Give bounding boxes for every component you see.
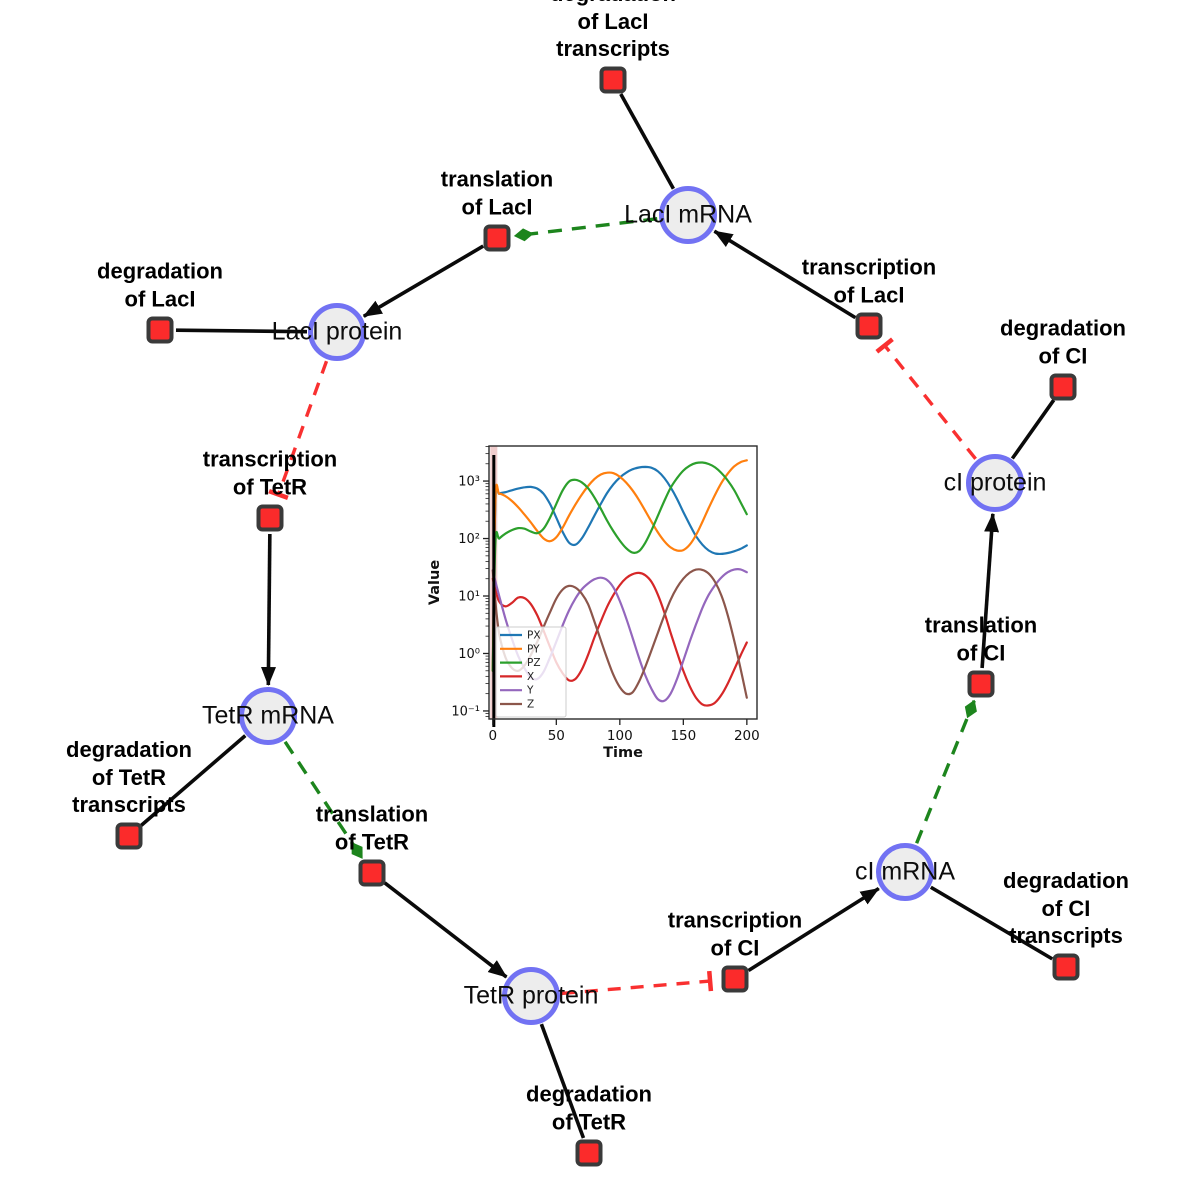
species-node-ci-protein[interactable]	[966, 454, 1024, 512]
species-node-laci-mrna[interactable]	[659, 186, 717, 244]
reaction-label-deg-tetr: degradation of TetR	[526, 1081, 652, 1135]
reaction-node-txn-laci[interactable]	[855, 312, 883, 340]
reaction-label-transl-ci: translation of CI	[924, 612, 1038, 666]
reaction-node-deg-laci-tx[interactable]	[599, 66, 627, 94]
timecourse-inset-chart: 10⁻¹ 10⁰ 10¹ 10² 10³ 0 50 100 150 200 Time Value PX P…	[425, 432, 775, 762]
species-label-laci-protein: LacI protein	[271, 317, 403, 346]
edge-txn-tetr-to-tetr-mrna[interactable]	[260, 533, 276, 687]
species-label-ci-protein: cI protein	[943, 468, 1047, 497]
reaction-node-deg-laci[interactable]	[146, 316, 174, 344]
edge-laci-protein-to-deg-laci[interactable]	[175, 328, 308, 334]
species-node-ci-mrna[interactable]	[876, 843, 934, 901]
y-tick-label: 10¹	[458, 590, 480, 605]
x-tick-label: 0	[489, 728, 498, 744]
reaction-label-transl-laci: translation of LacI	[440, 166, 554, 220]
reaction-node-txn-ci[interactable]	[721, 965, 749, 993]
reaction-label-deg-ci-tx: degradation of CI transcripts	[1003, 867, 1129, 949]
plot-spines	[488, 445, 758, 720]
reaction-label-txn-ci: transcription of CI	[667, 907, 803, 961]
legend-label-Y: Y	[526, 685, 534, 697]
x-axis-label: Time	[603, 745, 643, 761]
edge-ci-protein-to-txn-laci[interactable]	[875, 337, 977, 460]
edge-tetr-protein-to-txn-ci[interactable]	[561, 970, 714, 996]
edge-transl-tetr-to-tetr-protein[interactable]	[383, 881, 508, 979]
reaction-node-transl-tetr[interactable]	[358, 859, 386, 887]
reaction-node-transl-ci[interactable]	[967, 670, 995, 698]
y-tick-label: 10⁰	[458, 647, 480, 662]
species-node-tetr-mrna[interactable]	[239, 687, 297, 745]
legend-label-PY: PY	[527, 643, 540, 655]
reaction-node-deg-tetr[interactable]	[575, 1139, 603, 1167]
edge-tetr-mrna-to-deg-tetr-tx[interactable]	[139, 734, 247, 827]
reaction-label-txn-tetr: transcription of TetR	[202, 446, 338, 500]
reaction-label-deg-laci-tx: degradation of LacI transcripts	[550, 0, 676, 62]
reaction-node-txn-tetr[interactable]	[256, 504, 284, 532]
species-label-ci-mrna: cI mRNA	[855, 857, 955, 886]
legend-label-PX: PX	[527, 630, 541, 642]
reaction-label-transl-tetr: translation of TetR	[315, 801, 429, 855]
x-tick-label: 100	[607, 728, 633, 744]
legend-label-X: X	[527, 671, 534, 683]
edge-ci-mrna-to-transl-ci[interactable]	[915, 699, 977, 844]
reaction-label-txn-laci: transcription of LacI	[801, 254, 937, 308]
species-label-laci-mrna: LacI mRNA	[624, 200, 752, 229]
reaction-label-deg-laci: degradation of LacI	[97, 258, 223, 312]
series-line-PX	[491, 465, 748, 672]
legend-label-PZ: PZ	[527, 657, 541, 669]
y-tick-label: 10⁻¹	[451, 704, 480, 719]
species-node-tetr-protein[interactable]	[502, 967, 560, 1025]
y-axis-label: Value	[427, 560, 443, 606]
reaction-node-transl-laci[interactable]	[483, 224, 511, 252]
series-line-PY	[491, 459, 748, 672]
y-tick-label: 10²	[458, 532, 480, 547]
series-line-PZ	[491, 461, 748, 672]
species-label-tetr-protein: TetR protein	[463, 981, 599, 1010]
edge-tetr-protein-to-deg-tetr[interactable]	[539, 1023, 586, 1139]
reaction-label-deg-tetr-tx: degradation of TetR transcripts	[66, 736, 192, 818]
edge-laci-mrna-to-deg-laci-tx[interactable]	[619, 93, 676, 190]
reaction-node-deg-ci-tx[interactable]	[1052, 953, 1080, 981]
legend-label-Z: Z	[527, 699, 534, 711]
edge-transl-laci-to-laci-protein[interactable]	[362, 244, 485, 318]
x-tick-label: 150	[670, 728, 696, 744]
species-label-tetr-mrna: TetR mRNA	[202, 701, 334, 730]
edge-transl-ci-to-ci-protein[interactable]	[980, 512, 1000, 669]
x-tick-label: 200	[734, 728, 760, 744]
edge-ci-protein-to-deg-ci[interactable]	[1010, 399, 1056, 460]
reaction-node-deg-ci[interactable]	[1049, 373, 1077, 401]
edge-txn-laci-to-laci-mrna[interactable]	[713, 229, 857, 320]
reaction-label-deg-ci: degradation of CI	[1000, 315, 1126, 369]
edge-ci-mrna-to-deg-ci-tx[interactable]	[929, 885, 1054, 961]
edge-laci-protein-to-txn-tetr[interactable]	[268, 360, 329, 500]
series-line-X	[491, 571, 748, 707]
x-tick-label: 50	[548, 728, 565, 744]
reaction-node-deg-tetr-tx[interactable]	[115, 822, 143, 850]
species-node-laci-protein[interactable]	[308, 303, 366, 361]
edge-txn-ci-to-ci-mrna[interactable]	[747, 886, 880, 973]
y-tick-label: 10³	[458, 475, 480, 490]
